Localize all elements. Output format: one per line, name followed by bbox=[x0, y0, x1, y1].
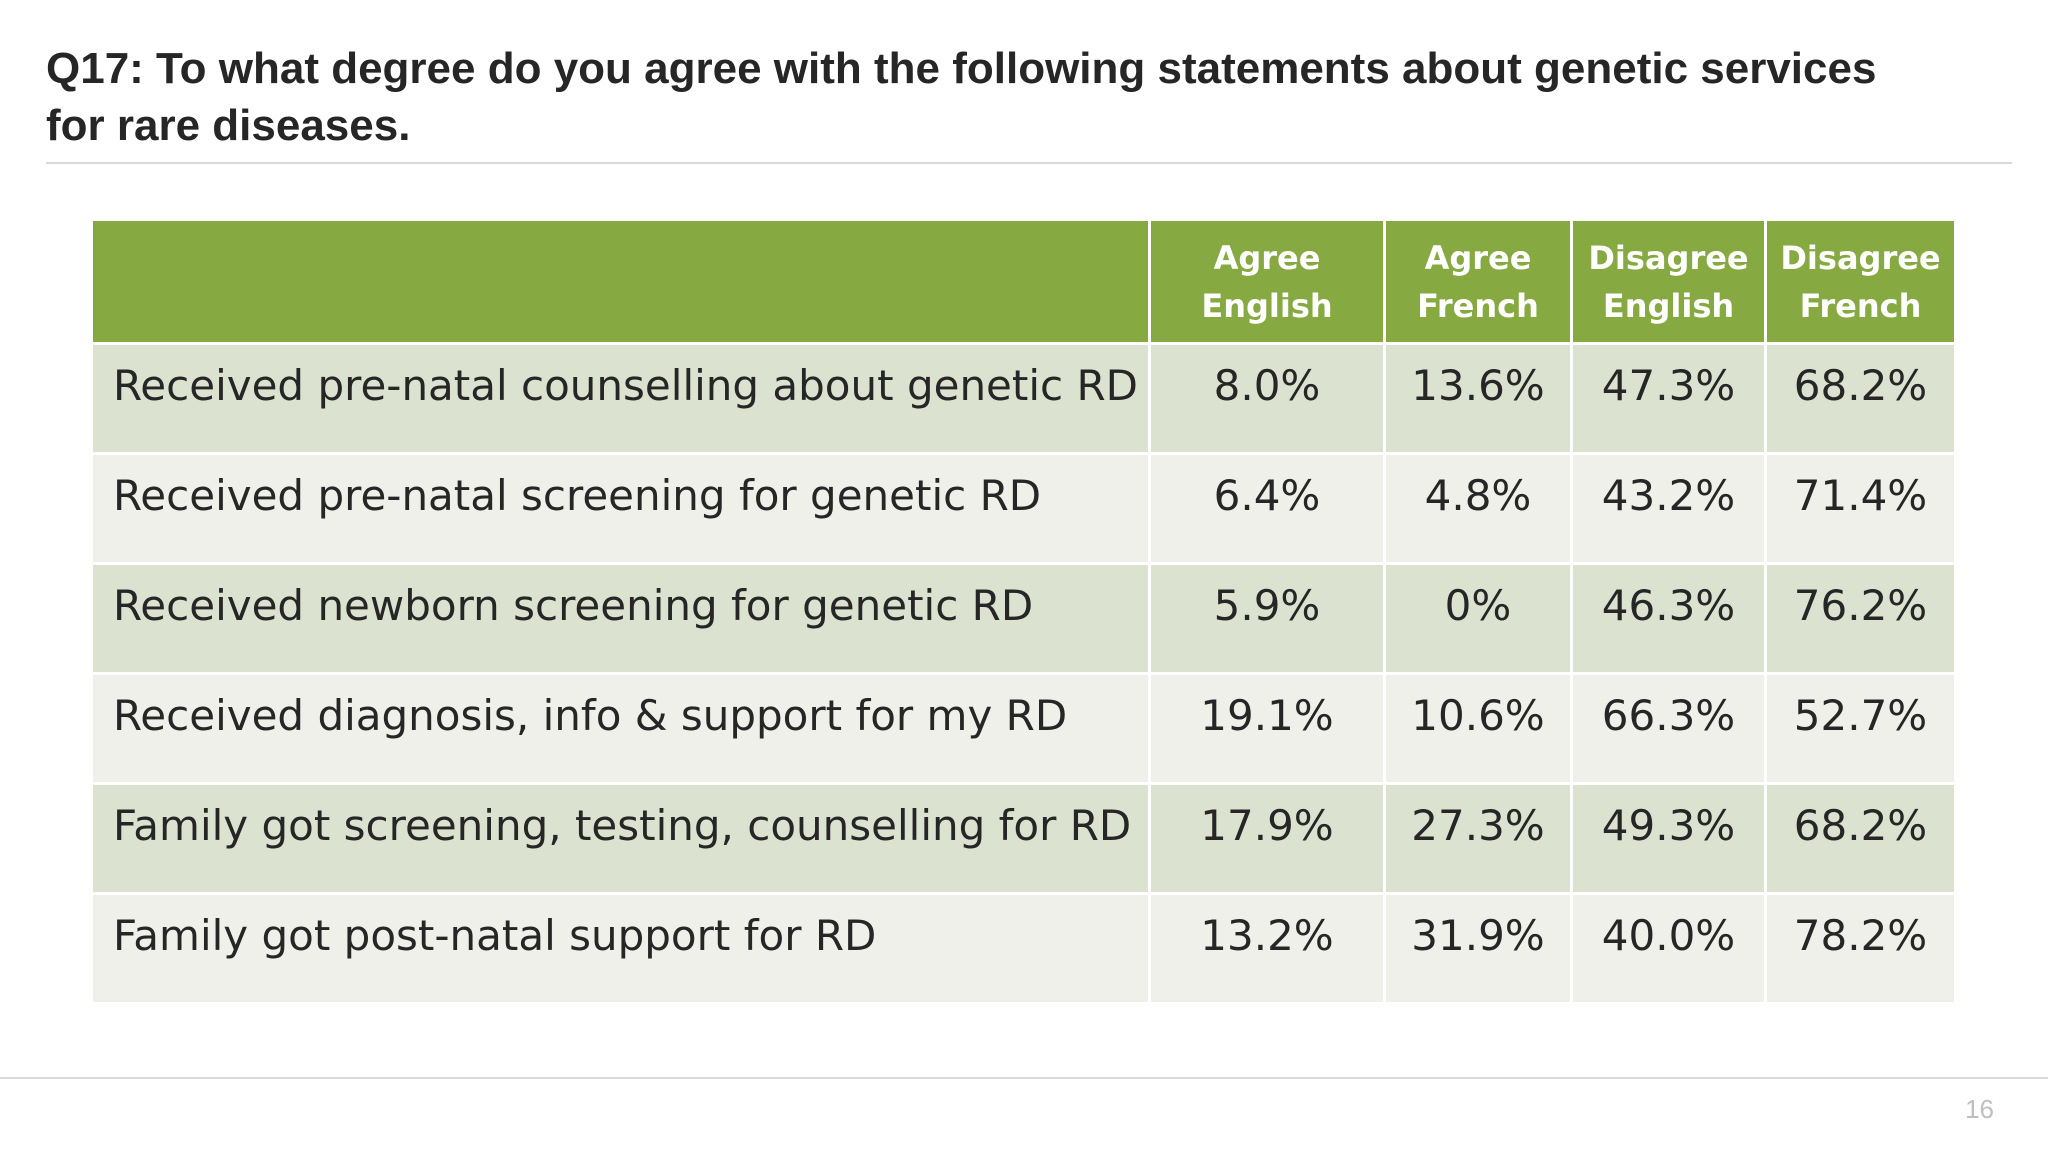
header-line: Disagree bbox=[1588, 238, 1749, 277]
header-blank bbox=[90, 218, 1151, 345]
header-agree-french: Agree French bbox=[1383, 218, 1573, 345]
survey-table: Agree English Agree French Disagree Engl… bbox=[90, 218, 1957, 1005]
header-disagree-french: Disagree French bbox=[1764, 218, 1957, 345]
row-label: Received pre-natal counselling about gen… bbox=[90, 342, 1151, 455]
cell-disagree-english: 66.3% bbox=[1570, 672, 1767, 785]
table-row: Family got post-natal support for RD 13.… bbox=[90, 892, 1957, 1005]
header-line: French bbox=[1799, 286, 1922, 325]
table-row: Family got screening, testing, counselli… bbox=[90, 782, 1957, 895]
cell-disagree-english: 49.3% bbox=[1570, 782, 1767, 895]
cell-disagree-english: 43.2% bbox=[1570, 452, 1767, 565]
cell-agree-french: 4.8% bbox=[1383, 452, 1573, 565]
header-line: Agree bbox=[1424, 238, 1532, 277]
table-row: Received newborn screening for genetic R… bbox=[90, 562, 1957, 675]
header-disagree-english: Disagree English bbox=[1570, 218, 1767, 345]
cell-agree-english: 13.2% bbox=[1148, 892, 1386, 1005]
table-row: Received diagnosis, info & support for m… bbox=[90, 672, 1957, 785]
cell-agree-french: 0% bbox=[1383, 562, 1573, 675]
table-row: Received pre-natal screening for genetic… bbox=[90, 452, 1957, 565]
cell-agree-english: 8.0% bbox=[1148, 342, 1386, 455]
footer-divider bbox=[0, 1077, 2048, 1079]
cell-disagree-french: 71.4% bbox=[1764, 452, 1957, 565]
cell-agree-english: 5.9% bbox=[1148, 562, 1386, 675]
row-label: Received newborn screening for genetic R… bbox=[90, 562, 1151, 675]
cell-disagree-french: 76.2% bbox=[1764, 562, 1957, 675]
header-line: French bbox=[1417, 286, 1539, 325]
cell-agree-english: 17.9% bbox=[1148, 782, 1386, 895]
cell-agree-french: 31.9% bbox=[1383, 892, 1573, 1005]
cell-disagree-french: 68.2% bbox=[1764, 342, 1957, 455]
cell-agree-french: 13.6% bbox=[1383, 342, 1573, 455]
cell-agree-english: 19.1% bbox=[1148, 672, 1386, 785]
cell-agree-french: 10.6% bbox=[1383, 672, 1573, 785]
cell-disagree-english: 47.3% bbox=[1570, 342, 1767, 455]
cell-disagree-english: 40.0% bbox=[1570, 892, 1767, 1005]
page-number: 16 bbox=[1965, 1094, 1994, 1124]
cell-disagree-french: 78.2% bbox=[1764, 892, 1957, 1005]
row-label: Received diagnosis, info & support for m… bbox=[90, 672, 1151, 785]
slide-title: Q17: To what degree do you agree with th… bbox=[46, 44, 1877, 150]
row-label: Family got post-natal support for RD bbox=[90, 892, 1151, 1005]
cell-disagree-french: 52.7% bbox=[1764, 672, 1957, 785]
row-label: Family got screening, testing, counselli… bbox=[90, 782, 1151, 895]
cell-agree-french: 27.3% bbox=[1383, 782, 1573, 895]
cell-disagree-english: 46.3% bbox=[1570, 562, 1767, 675]
row-label: Received pre-natal screening for genetic… bbox=[90, 452, 1151, 565]
header-line: Agree bbox=[1213, 238, 1321, 277]
cell-agree-english: 6.4% bbox=[1148, 452, 1386, 565]
header-agree-english: Agree English bbox=[1148, 218, 1386, 345]
header-line: English bbox=[1602, 286, 1735, 325]
table-header-row: Agree English Agree French Disagree Engl… bbox=[90, 218, 1957, 345]
header-line: English bbox=[1201, 286, 1333, 325]
cell-disagree-french: 68.2% bbox=[1764, 782, 1957, 895]
title-divider bbox=[46, 162, 2012, 164]
header-line: Disagree bbox=[1780, 238, 1941, 277]
table-row: Received pre-natal counselling about gen… bbox=[90, 342, 1957, 455]
